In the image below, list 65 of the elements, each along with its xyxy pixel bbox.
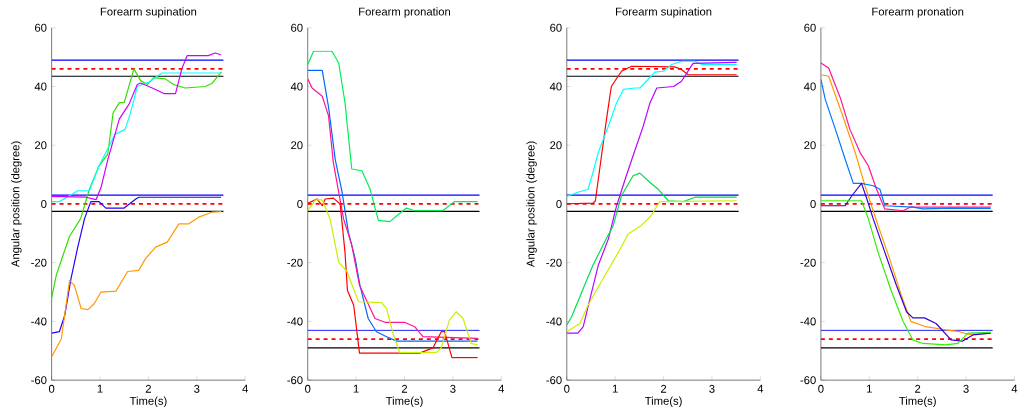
x-tick-label: 0 [564, 384, 570, 393]
x-axis-title: Time(s) [899, 396, 936, 408]
y-tick-label: 40 [803, 82, 816, 91]
x-axis-title: Time(s) [129, 396, 167, 408]
y-tick-label: -20 [31, 258, 47, 267]
y-tick-label: 0 [810, 200, 816, 208]
x-tick-label: 3 [709, 384, 715, 393]
chart-title: Forearm supination [100, 7, 197, 18]
y-tick-label: -60 [546, 376, 562, 385]
x-tick-label: 3 [963, 384, 969, 393]
chart-title: Forearm supination [616, 7, 712, 18]
y-tick-label: -60 [800, 376, 816, 385]
x-tick-label: 4 [498, 384, 505, 393]
x-tick-label: 1 [353, 384, 359, 393]
y-tick-label: 20 [550, 141, 562, 150]
x-tick-label: 2 [401, 384, 408, 393]
y-tick-label: -40 [800, 317, 816, 326]
line-series [566, 61, 738, 334]
y-tick-label: -40 [31, 317, 47, 326]
x-tick-label: 0 [818, 384, 824, 393]
x-tick-label: 1 [612, 384, 618, 393]
x-tick-label: 4 [1011, 384, 1018, 393]
y-axis-title: Angular position (degree) [526, 141, 537, 268]
y-tick-label: -40 [287, 317, 303, 326]
chart-title: Forearm pronation [872, 7, 964, 18]
y-tick-label: 60 [550, 23, 562, 32]
line-series [307, 50, 479, 223]
x-axis-title: Time(s) [644, 396, 682, 408]
x-axis-title: Time(s) [385, 396, 423, 408]
y-tick-label: -60 [31, 376, 47, 385]
line-series [566, 200, 738, 333]
y-tick-label: 60 [804, 23, 816, 32]
x-tick-label: 2 [915, 384, 921, 393]
y-tick-label: -60 [287, 376, 303, 385]
line-series [51, 211, 223, 358]
x-tick-label: 2 [661, 384, 667, 393]
y-tick-label: 0 [41, 200, 47, 208]
y-tick-label: 40 [34, 82, 47, 91]
x-tick-label: 0 [48, 384, 55, 393]
x-tick-label: 1 [97, 384, 103, 393]
x-tick-label: 3 [194, 384, 200, 393]
y-tick-label: 40 [549, 82, 562, 91]
y-axis-title: Angular position (degree) [11, 141, 22, 268]
y-tick-label: 60 [291, 23, 303, 32]
x-tick-label: 0 [305, 384, 311, 393]
y-tick-label: 20 [291, 141, 303, 150]
y-tick-label: -20 [287, 258, 303, 267]
y-tick-label: 0 [556, 200, 562, 208]
y-tick-label: 0 [297, 200, 303, 208]
chart-title: Forearm pronation [359, 7, 451, 18]
x-tick-label: 3 [450, 384, 456, 393]
x-tick-label: 2 [145, 384, 151, 393]
line-series [51, 196, 222, 334]
y-tick-label: 40 [290, 82, 303, 91]
y-tick-label: -20 [546, 258, 562, 267]
y-tick-label: -40 [546, 317, 562, 326]
x-tick-label: 1 [867, 384, 872, 393]
y-tick-label: 20 [804, 141, 816, 150]
x-tick-label: 4 [757, 384, 764, 393]
line-series [51, 68, 223, 299]
x-tick-label: 4 [242, 384, 248, 393]
y-tick-label: -20 [800, 258, 816, 267]
y-tick-label: 60 [35, 23, 47, 32]
line-series [566, 172, 738, 326]
y-tick-label: 20 [35, 141, 47, 150]
